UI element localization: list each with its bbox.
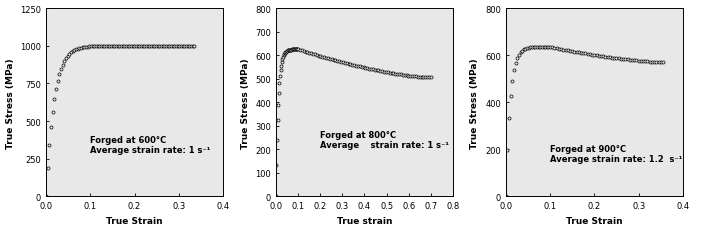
Y-axis label: True Stress (MPa): True Stress (MPa) — [240, 58, 250, 148]
X-axis label: True Strain: True Strain — [566, 216, 622, 225]
X-axis label: True Strain: True Strain — [107, 216, 163, 225]
Y-axis label: True Stress (MPa): True Stress (MPa) — [470, 58, 479, 148]
Text: Forged at 800°C
Average    strain rate: 1 s⁻¹: Forged at 800°C Average strain rate: 1 s… — [320, 130, 449, 150]
X-axis label: True strain: True strain — [336, 216, 392, 225]
Text: Forged at 600°C
Average strain rate: 1 s⁻¹: Forged at 600°C Average strain rate: 1 s… — [90, 135, 210, 154]
Y-axis label: True Stress (MPa): True Stress (MPa) — [6, 58, 15, 148]
Text: Forged at 900°C
Average strain rate: 1.2  s⁻¹: Forged at 900°C Average strain rate: 1.2… — [550, 144, 683, 164]
